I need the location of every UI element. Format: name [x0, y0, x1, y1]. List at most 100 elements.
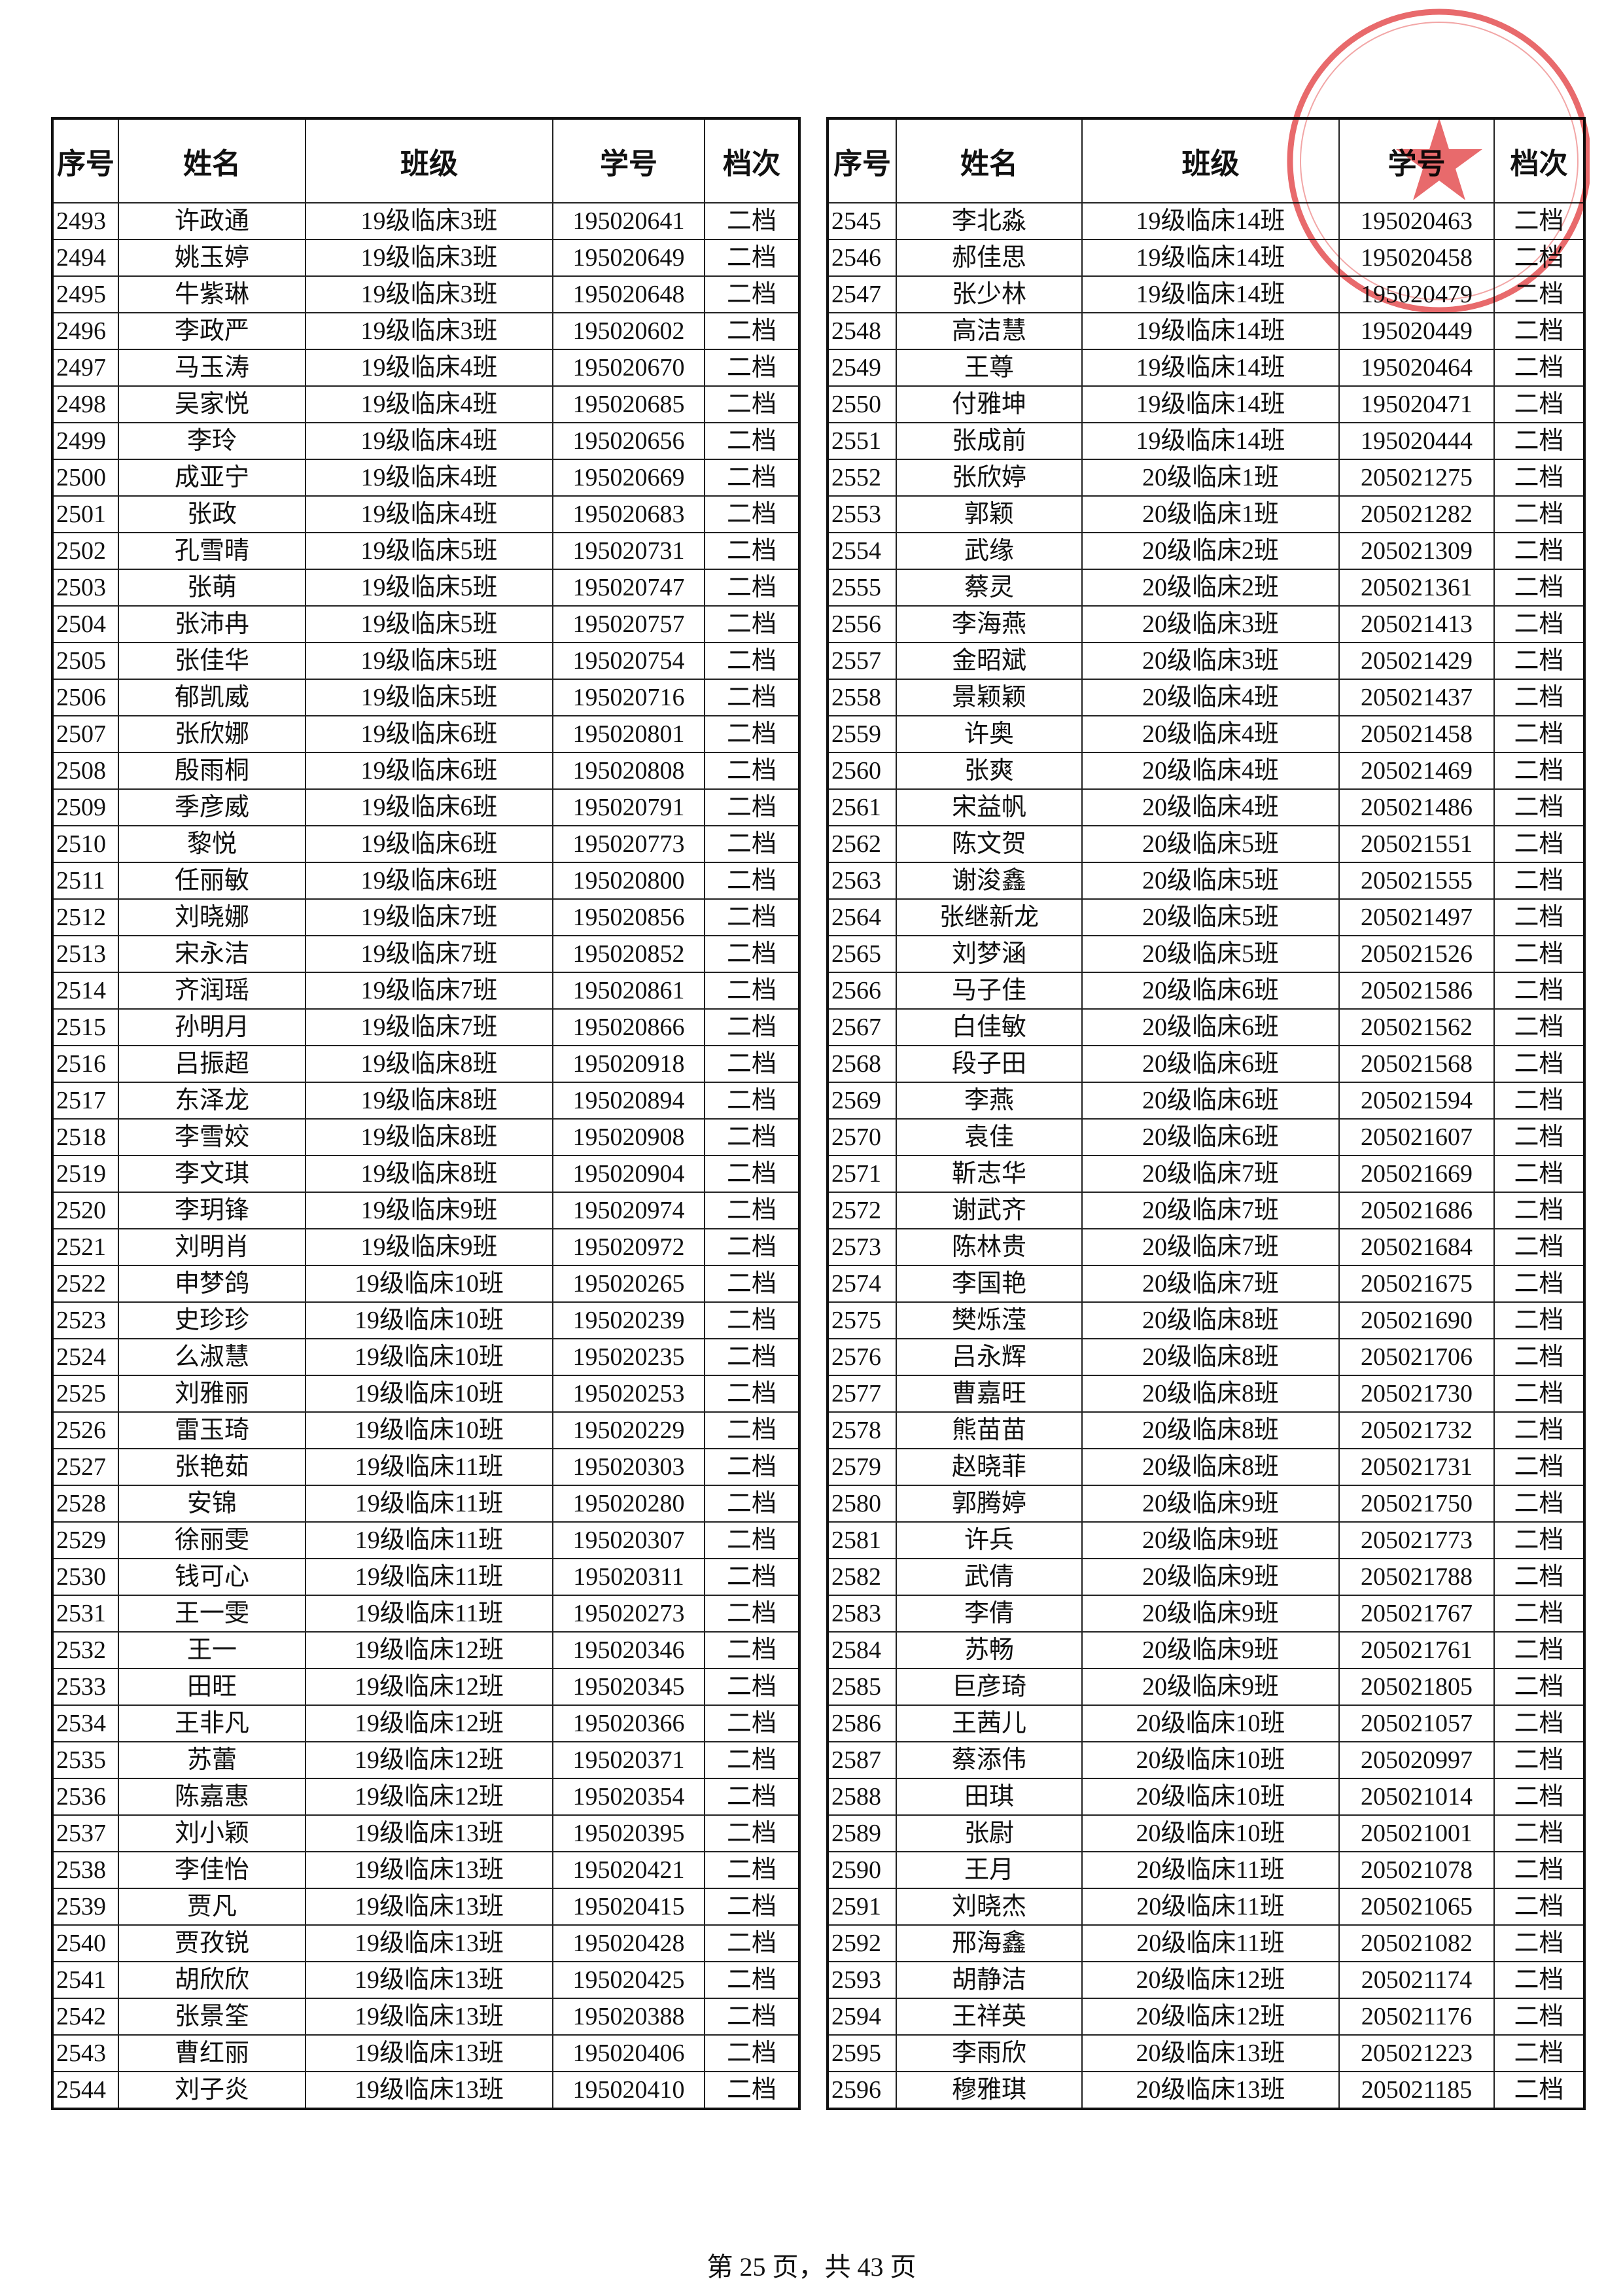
class-cell: 20级临床1班 [1081, 495, 1340, 533]
name-cell: 段子田 [896, 1045, 1083, 1083]
table-row: 2577 曹嘉旺 20级临床8班 205021730 二档 [827, 1375, 1585, 1413]
class-cell: 19级临床4班 [305, 385, 553, 423]
table-row: 2532 王一 19级临床12班 195020346 二档 [52, 1631, 800, 1669]
student-id-cell: 195020273 [552, 1595, 705, 1633]
name-cell: 高洁慧 [896, 312, 1083, 350]
student-id-cell: 195020974 [552, 1192, 705, 1229]
grade-cell: 二档 [1493, 1558, 1585, 1596]
student-id-cell: 205021082 [1338, 1924, 1495, 1962]
student-id-cell: 195020904 [552, 1155, 705, 1193]
grade-cell: 二档 [1493, 862, 1585, 900]
grade-cell: 二档 [1493, 1375, 1585, 1413]
index-cell: 2579 [827, 1448, 897, 1486]
name-cell: 张艳茹 [118, 1448, 306, 1486]
class-cell: 19级临床6班 [305, 788, 553, 826]
name-cell: 熊苗苗 [896, 1411, 1083, 1449]
name-cell: 田琪 [896, 1778, 1083, 1816]
table-row: 2554 武缘 20级临床2班 205021309 二档 [827, 532, 1585, 570]
index-cell: 2517 [52, 1082, 119, 1120]
index-cell: 2511 [52, 862, 119, 900]
grade-cell: 二档 [1493, 1155, 1585, 1193]
grade-cell: 二档 [1493, 679, 1585, 716]
index-cell: 2554 [827, 532, 897, 570]
index-cell: 2583 [827, 1595, 897, 1633]
grade-cell: 二档 [1493, 422, 1585, 460]
student-id-cell: 205021767 [1338, 1595, 1495, 1633]
name-cell: 刘小颖 [118, 1814, 306, 1852]
class-cell: 20级临床11班 [1081, 1888, 1340, 1926]
student-id-cell: 195020747 [552, 569, 705, 607]
index-cell: 2542 [52, 1998, 119, 2036]
index-cell: 2507 [52, 715, 119, 753]
name-cell: 武缘 [896, 532, 1083, 570]
student-id-cell: 195020345 [552, 1668, 705, 1706]
student-id-cell: 205021690 [1338, 1301, 1495, 1339]
student-id-cell: 195020464 [1338, 349, 1495, 387]
index-cell: 2575 [827, 1301, 897, 1339]
class-cell: 19级临床9班 [305, 1192, 553, 1229]
name-cell: 张佳华 [118, 642, 306, 680]
student-id-cell: 205021706 [1338, 1338, 1495, 1376]
index-cell: 2574 [827, 1265, 897, 1303]
student-id-cell: 205021497 [1338, 898, 1495, 936]
name-cell: 钱可心 [118, 1558, 306, 1596]
index-cell: 2570 [827, 1118, 897, 1156]
index-cell: 2560 [827, 752, 897, 790]
index-cell: 2528 [52, 1485, 119, 1523]
class-cell: 19级临床13班 [305, 1961, 553, 1999]
name-cell: 曹红丽 [118, 2034, 306, 2072]
class-cell: 20级临床6班 [1081, 1082, 1340, 1120]
grade-cell: 二档 [1493, 1338, 1585, 1376]
class-cell: 20级临床9班 [1081, 1558, 1340, 1596]
student-id-cell: 195020280 [552, 1485, 705, 1523]
student-id-cell: 195020731 [552, 532, 705, 570]
name-cell: 么淑慧 [118, 1338, 306, 1376]
index-cell: 2538 [52, 1851, 119, 1889]
index-cell: 2593 [827, 1961, 897, 1999]
table-row: 2595 李雨欣 20级临床13班 205021223 二档 [827, 2034, 1585, 2072]
name-cell: 蔡添伟 [896, 1741, 1083, 1779]
header-cell: 序号 [827, 118, 897, 203]
student-id-cell: 195020366 [552, 1704, 705, 1742]
index-cell: 2585 [827, 1668, 897, 1706]
table-row: 2493 许政通 19级临床3班 195020641 二档 [52, 202, 800, 240]
grade-cell: 二档 [1493, 1924, 1585, 1962]
student-id-cell: 195020428 [552, 1924, 705, 1962]
class-cell: 20级临床6班 [1081, 1045, 1340, 1083]
student-id-cell: 205021732 [1338, 1411, 1495, 1449]
table-row: 2544 刘子炎 19级临床13班 195020410 二档 [52, 2071, 800, 2110]
grade-cell: 二档 [1493, 312, 1585, 350]
index-cell: 2573 [827, 1228, 897, 1266]
index-cell: 2565 [827, 935, 897, 973]
grade-cell: 二档 [1493, 605, 1585, 643]
class-cell: 20级临床10班 [1081, 1704, 1340, 1742]
name-cell: 马玉涛 [118, 349, 306, 387]
table-row: 2508 殷雨桐 19级临床6班 195020808 二档 [52, 752, 800, 790]
grade-cell: 二档 [704, 239, 800, 277]
class-cell: 19级临床14班 [1081, 312, 1340, 350]
class-cell: 19级临床3班 [305, 239, 553, 277]
class-cell: 20级临床7班 [1081, 1265, 1340, 1303]
student-id-cell: 195020773 [552, 825, 705, 863]
index-cell: 2525 [52, 1375, 119, 1413]
class-cell: 19级临床13班 [305, 1924, 553, 1962]
class-cell: 20级临床6班 [1081, 972, 1340, 1010]
index-cell: 2563 [827, 862, 897, 900]
table-row: 2531 王一雯 19级临床11班 195020273 二档 [52, 1595, 800, 1633]
class-cell: 19级临床12班 [305, 1778, 553, 1816]
student-id-cell: 195020444 [1338, 422, 1495, 460]
class-cell: 20级临床2班 [1081, 569, 1340, 607]
class-cell: 19级临床8班 [305, 1082, 553, 1120]
index-cell: 2544 [52, 2071, 119, 2110]
student-id-cell: 195020239 [552, 1301, 705, 1339]
class-cell: 20级临床4班 [1081, 752, 1340, 790]
index-cell: 2586 [827, 1704, 897, 1742]
class-cell: 19级临床14班 [1081, 202, 1340, 240]
student-id-cell: 205021555 [1338, 862, 1495, 900]
grade-cell: 二档 [1493, 1814, 1585, 1852]
grade-cell: 二档 [704, 1631, 800, 1669]
student-id-cell: 205021731 [1338, 1448, 1495, 1486]
table-row: 2528 安锦 19级临床11班 195020280 二档 [52, 1485, 800, 1523]
index-cell: 2503 [52, 569, 119, 607]
table-row: 2505 张佳华 19级临床5班 195020754 二档 [52, 642, 800, 680]
